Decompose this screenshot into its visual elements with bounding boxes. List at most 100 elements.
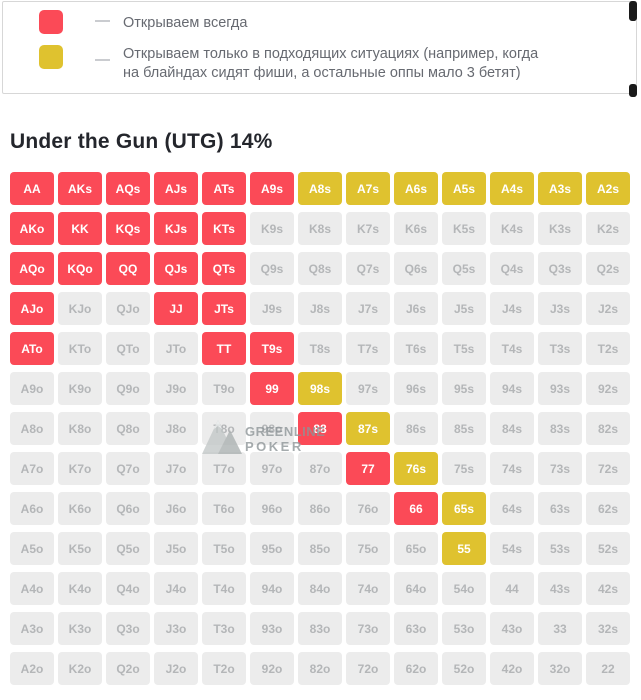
hand-A9o: A9o [10, 372, 54, 405]
hand-86o: 86o [298, 492, 342, 525]
hand-AJs: AJs [154, 172, 198, 205]
hand-JTs: JTs [202, 292, 246, 325]
hand-AQs: AQs [106, 172, 150, 205]
hand-99: 99 [250, 372, 294, 405]
hand-A6s: A6s [394, 172, 438, 205]
hand-K3o: K3o [58, 612, 102, 645]
hand-AJo: AJo [10, 292, 54, 325]
hand-KQs: KQs [106, 212, 150, 245]
hand-74o: 74o [346, 572, 390, 605]
hand-76s: 76s [394, 452, 438, 485]
legend: — Открываем всегда — Открываем только в … [2, 1, 637, 97]
page-title: Under the Gun (UTG) 14% [10, 130, 273, 153]
hand-87o: 87o [298, 452, 342, 485]
hand-J2o: J2o [154, 652, 198, 685]
hand-63s: 63s [538, 492, 582, 525]
hand-75o: 75o [346, 532, 390, 565]
hand-Q2o: Q2o [106, 652, 150, 685]
scrollbar-thumb-bottom[interactable] [629, 84, 637, 97]
hand-A9s: A9s [250, 172, 294, 205]
hand-Q7s: Q7s [346, 252, 390, 285]
hand-AKs: AKs [58, 172, 102, 205]
hand-T9o: T9o [202, 372, 246, 405]
hand-62s: 62s [586, 492, 630, 525]
hand-A3s: A3s [538, 172, 582, 205]
legend-dash: — [95, 51, 110, 68]
hand-K6s: K6s [394, 212, 438, 245]
hand-KQo: KQo [58, 252, 102, 285]
hand-Q7o: Q7o [106, 452, 150, 485]
hand-T2s: T2s [586, 332, 630, 365]
hand-A2o: A2o [10, 652, 54, 685]
hand-Q3s: Q3s [538, 252, 582, 285]
hand-K5s: K5s [442, 212, 486, 245]
hand-73o: 73o [346, 612, 390, 645]
hand-T5s: T5s [442, 332, 486, 365]
legend-label-situational: Открываем только в подходящих ситуациях … [123, 46, 539, 81]
hand-93s: 93s [538, 372, 582, 405]
hand-65o: 65o [394, 532, 438, 565]
hand-44: 44 [490, 572, 534, 605]
hand-J3o: J3o [154, 612, 198, 645]
hand-grid: AA AKs AQs AJs ATs A9s A8s A7s A6s A5s A4s A3s A2s AK… [10, 172, 630, 685]
hand-J8o: J8o [154, 412, 198, 445]
hand-Q4o: Q4o [106, 572, 150, 605]
hand-T8s: T8s [298, 332, 342, 365]
hand-A2s: A2s [586, 172, 630, 205]
hand-A6o: A6o [10, 492, 54, 525]
hand-JTo: JTo [154, 332, 198, 365]
hand-32s: 32s [586, 612, 630, 645]
hand-KJs: KJs [154, 212, 198, 245]
hand-Q6s: Q6s [394, 252, 438, 285]
hand-KJo: KJo [58, 292, 102, 325]
hand-43o: 43o [490, 612, 534, 645]
hand-J6s: J6s [394, 292, 438, 325]
hand-63o: 63o [394, 612, 438, 645]
hand-K9o: K9o [58, 372, 102, 405]
hand-83s: 83s [538, 412, 582, 445]
hand-A7s: A7s [346, 172, 390, 205]
hand-85o: 85o [298, 532, 342, 565]
hand-T8o: T8o [202, 412, 246, 445]
hand-33: 33 [538, 612, 582, 645]
hand-T9s: T9s [250, 332, 294, 365]
hand-QJs: QJs [154, 252, 198, 285]
hand-J7s: J7s [346, 292, 390, 325]
hand-K8o: K8o [58, 412, 102, 445]
hand-ATo: ATo [10, 332, 54, 365]
hand-73s: 73s [538, 452, 582, 485]
hand-AKo: AKo [10, 212, 54, 245]
legend-label-always: Открываем всегда [123, 15, 248, 31]
hand-A7o: A7o [10, 452, 54, 485]
hand-72s: 72s [586, 452, 630, 485]
hand-42o: 42o [490, 652, 534, 685]
hand-A5o: A5o [10, 532, 54, 565]
hand-88: 88 [298, 412, 342, 445]
hand-Q5s: Q5s [442, 252, 486, 285]
hand-K7o: K7o [58, 452, 102, 485]
legend-swatch-situational [39, 45, 63, 69]
legend-swatch-always [39, 10, 63, 34]
hand-42s: 42s [586, 572, 630, 605]
legend-dash: — [95, 12, 110, 29]
hand-52s: 52s [586, 532, 630, 565]
hand-JJ: JJ [154, 292, 198, 325]
hand-43s: 43s [538, 572, 582, 605]
hand-84o: 84o [298, 572, 342, 605]
hand-QTs: QTs [202, 252, 246, 285]
hand-KTo: KTo [58, 332, 102, 365]
hand-K6o: K6o [58, 492, 102, 525]
hand-J7o: J7o [154, 452, 198, 485]
hand-TT: TT [202, 332, 246, 365]
hand-97s: 97s [346, 372, 390, 405]
hand-J5o: J5o [154, 532, 198, 565]
hand-82s: 82s [586, 412, 630, 445]
scrollbar-thumb-top[interactable] [629, 1, 637, 21]
hand-74s: 74s [490, 452, 534, 485]
hand-KTs: KTs [202, 212, 246, 245]
hand-K3s: K3s [538, 212, 582, 245]
hand-Q4s: Q4s [490, 252, 534, 285]
hand-T4o: T4o [202, 572, 246, 605]
hand-T6s: T6s [394, 332, 438, 365]
hand-Q8o: Q8o [106, 412, 150, 445]
